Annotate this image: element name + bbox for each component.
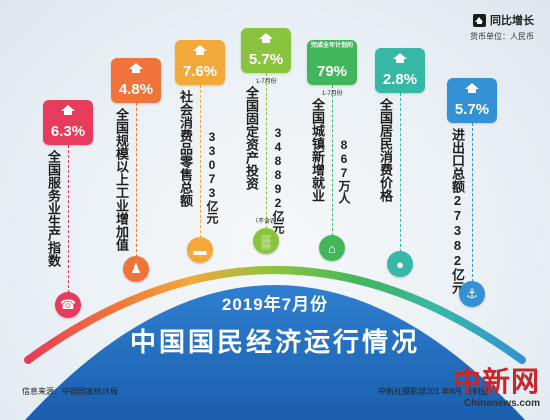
growth-value: 5.7% bbox=[248, 51, 284, 68]
data-source: 信息来源：中国国家统计局 bbox=[22, 387, 118, 396]
period-label: 1-7月份 bbox=[322, 91, 343, 97]
legend: 同比增长 货币单位：人民币 bbox=[454, 12, 534, 42]
growth-badge: 2.8% bbox=[375, 48, 425, 93]
title-banner bbox=[25, 285, 525, 420]
growth-value: 2.8% bbox=[382, 71, 418, 88]
legend-label: 同比增长 bbox=[490, 15, 534, 27]
watermark-site: Chinanews.com bbox=[463, 398, 540, 409]
indicator-name: 全国城镇新增就业 bbox=[310, 98, 325, 202]
up-arrow-icon bbox=[465, 83, 479, 93]
growth-badge: 完成全年计划的 79% bbox=[307, 40, 357, 85]
credit-line: 中新社摄影部201 年8月 日制图 bbox=[378, 387, 489, 396]
connector-line bbox=[68, 145, 69, 298]
connector-line bbox=[266, 73, 267, 234]
connector-line bbox=[472, 123, 473, 287]
connector-line bbox=[136, 103, 137, 262]
up-arrow-icon bbox=[393, 53, 407, 63]
card-icon: ▬ bbox=[187, 237, 213, 263]
arc-stroke bbox=[24, 266, 526, 364]
up-arrow-icon bbox=[259, 33, 273, 43]
indicator-name: 全国服务业生产指数 bbox=[46, 150, 61, 267]
growth-badge: 7.6% bbox=[175, 40, 225, 85]
headset-icon: ☎ bbox=[55, 292, 81, 318]
growth-badge: 5.7% bbox=[241, 28, 291, 73]
growth-value: 4.8% bbox=[118, 81, 154, 98]
piggybank-icon: ● bbox=[387, 251, 413, 277]
growth-value: 7.6% bbox=[182, 63, 218, 80]
chart-title: 中国国民经济运行情况 bbox=[129, 327, 420, 357]
worker-icon: ♟ bbox=[123, 256, 149, 282]
indicator-amount: 867万人 bbox=[337, 138, 351, 204]
up-arrow-icon bbox=[193, 45, 207, 55]
connector-line bbox=[200, 85, 201, 243]
indicator-name: 全国规模以上工业增加值 bbox=[114, 108, 129, 251]
growth-value: 79% bbox=[316, 63, 348, 80]
growth-value: 6.3% bbox=[50, 123, 86, 140]
growth-badge: 4.8% bbox=[111, 58, 161, 103]
up-arrow-icon bbox=[61, 105, 75, 115]
indicator-name: 全国居民消费价格 bbox=[378, 98, 393, 202]
growth-up-icon bbox=[473, 13, 486, 27]
growth-badge: 6.3% bbox=[43, 100, 93, 145]
ship-icon: ⚓ bbox=[459, 281, 485, 307]
indicator-name: 全国固定资产投资 bbox=[244, 86, 259, 190]
connector-line bbox=[332, 85, 333, 241]
period-label: 1-7月份 bbox=[256, 79, 277, 85]
watermark-logo: 中新网 bbox=[452, 365, 540, 398]
growth-badge: 5.7% bbox=[447, 78, 497, 123]
legend-unit: 货币单位：人民币 bbox=[470, 32, 534, 41]
indicator-name: 进出口总额27382亿元 bbox=[450, 128, 465, 294]
factory-icon: ⌂ bbox=[319, 235, 345, 261]
growth-value: 5.7% bbox=[454, 101, 490, 118]
chart-subtitle: 2019年7月份 bbox=[221, 295, 329, 314]
indicator-name: 社会消费品零售总额 bbox=[178, 90, 193, 207]
badge-note: 完成全年计划的 bbox=[310, 43, 353, 49]
indicator-note: （不含农户） bbox=[252, 219, 289, 225]
indicator-amount: 348892亿元 bbox=[271, 126, 285, 234]
connector-line bbox=[400, 93, 401, 257]
indicator-amount: 33073亿元 bbox=[205, 130, 219, 224]
up-arrow-icon bbox=[129, 63, 143, 73]
building-icon: ▒ bbox=[253, 228, 279, 254]
